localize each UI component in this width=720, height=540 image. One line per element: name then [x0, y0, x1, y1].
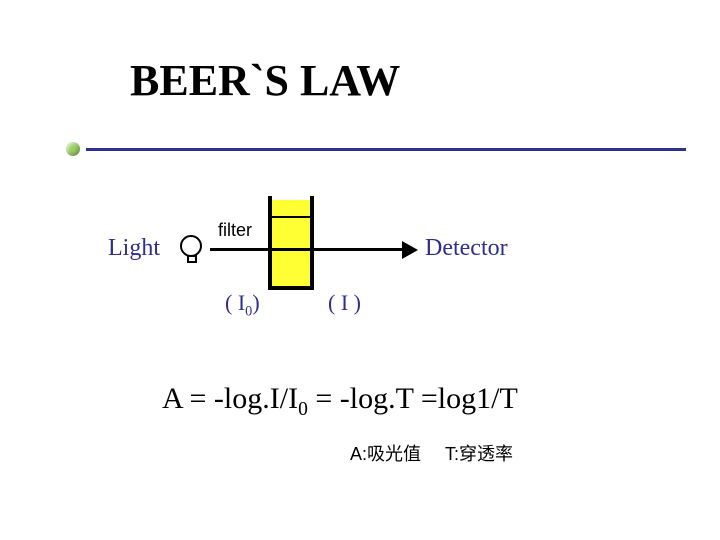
- filter-label: filter: [218, 220, 252, 241]
- light-path-arrow: [210, 248, 405, 251]
- legend-a: A:吸光值: [350, 444, 421, 464]
- i-label: ( I ): [328, 290, 361, 316]
- cuvette-liquid-line: [272, 216, 310, 218]
- equation-prefix: A = -log.I/I: [162, 382, 298, 415]
- legend-t: T:穿透率: [445, 444, 513, 464]
- i0-open: ( I: [225, 290, 245, 315]
- i0-close: ): [252, 290, 259, 315]
- light-path-arrow-head: [402, 241, 418, 259]
- equation: A = -log.I/I0 = -log.T =log1/T: [162, 382, 518, 421]
- bullet-dot: [66, 142, 80, 156]
- page-title: BEER`S LAW: [130, 55, 400, 106]
- light-label: Light: [108, 235, 160, 262]
- cuvette-icon: [268, 200, 314, 290]
- detector-label: Detector: [425, 235, 508, 262]
- legend: A:吸光值 T:穿透率: [350, 440, 513, 466]
- i0-label: ( I0): [225, 290, 260, 320]
- equation-sub: 0: [298, 399, 308, 420]
- equation-suffix: = -log.T =log1/T: [308, 382, 518, 415]
- bulb-icon: [180, 235, 204, 265]
- horizontal-rule: [86, 148, 686, 151]
